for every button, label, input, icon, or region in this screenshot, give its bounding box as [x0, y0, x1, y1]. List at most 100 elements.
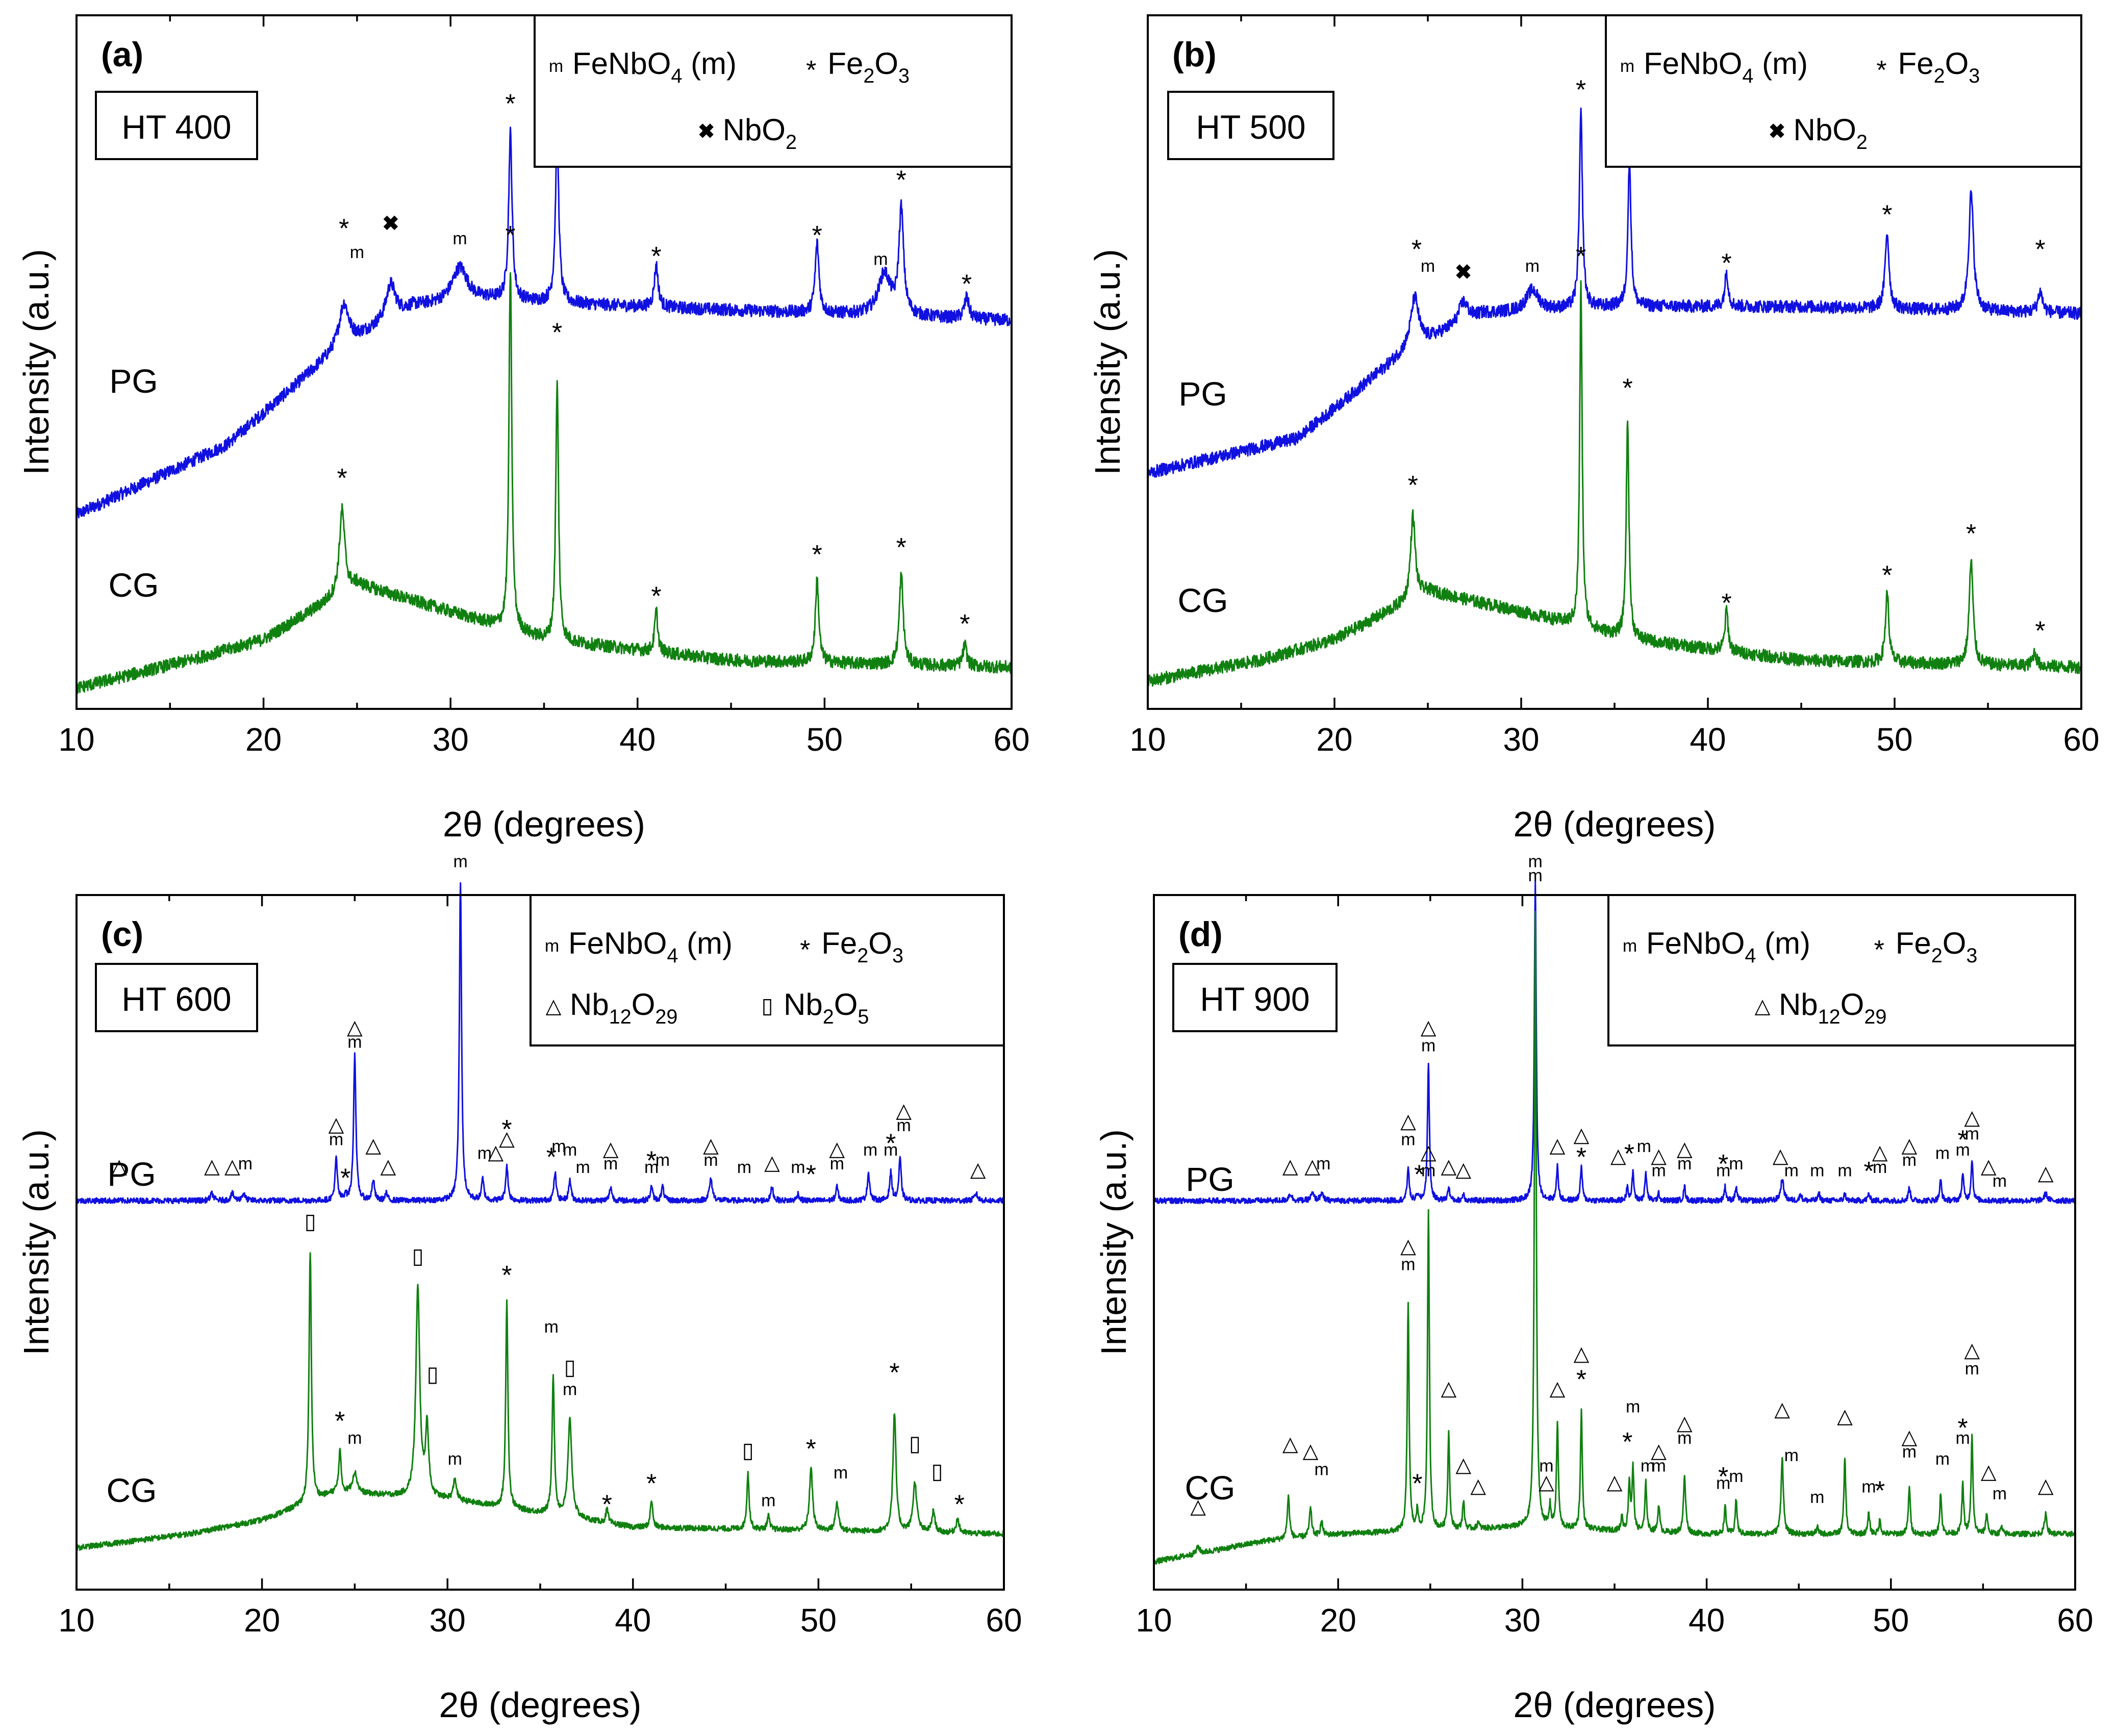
x-tick-label: 10 — [58, 721, 94, 758]
phase-mark-triangle-28: △ — [764, 1152, 780, 1174]
condition-label: HT 900 — [1200, 980, 1309, 1018]
y-axis-label: Intensity (a.u.) — [1094, 1129, 1133, 1356]
phase-mark-triangle-10: △ — [380, 1155, 396, 1178]
legend-marker-NbO2: ✖ — [698, 120, 715, 143]
phase-mark-rect-0: ▯ — [305, 1209, 316, 1233]
phase-mark-star-34: * — [886, 1129, 896, 1158]
phase-mark-star-34: * — [1875, 1476, 1885, 1505]
phase-mark-star-16: * — [889, 1358, 899, 1388]
legend-marker-Nb12O29: △ — [546, 995, 562, 1017]
phase-mark-m-27: m — [1716, 1474, 1730, 1493]
phase-mark-m-9: m — [873, 250, 888, 269]
phase-mark-m-23: m — [1652, 1456, 1666, 1475]
x-tick-label: 60 — [2057, 1602, 2093, 1639]
phase-mark-m-41: m — [1965, 1359, 1979, 1378]
phase-mark-star-10: * — [602, 1490, 612, 1520]
phase-mark-triangle-3: △ — [1400, 1110, 1416, 1132]
phase-mark-cross-2: ✖ — [382, 213, 399, 235]
phase-mark-m-7: m — [1421, 1036, 1435, 1055]
panel-label: (c) — [101, 915, 143, 954]
phase-mark-m-12: m — [1528, 866, 1543, 885]
legend-label-NbO2: NbO2 — [1794, 113, 1868, 154]
phase-mark-star-38: * — [1958, 1414, 1968, 1443]
phase-mark-m-27: m — [737, 1158, 751, 1177]
x-axis: 10 20 30 40 50 60 — [1136, 895, 2094, 1639]
phase-mark-star-28: * — [1863, 1157, 1874, 1186]
phase-mark-m-16: m — [1637, 1137, 1651, 1156]
x-tick-label: 20 — [1316, 721, 1352, 758]
phase-mark-triangle-24: △ — [1677, 1412, 1693, 1435]
phase-mark-m-2: m — [347, 1428, 362, 1448]
phase-mark-m-3: m — [238, 1154, 253, 1173]
legend-symbol-Fe2O3: * — [1874, 935, 1884, 965]
phase-mark-m-35: m — [884, 1140, 898, 1160]
legend-label-Fe2O3: Fe2O3 — [1896, 926, 1978, 967]
legend-marker-FeNbO4: m — [1623, 936, 1637, 956]
phase-mark-triangle-15: △ — [499, 1127, 515, 1150]
phase-mark-star-22: * — [646, 1146, 657, 1176]
phase-marks-cg: △△ △m△m*△m△△△mm△△△*△*mm△m△m*mm△mm△m*△m m*m… — [1190, 866, 2054, 1518]
legend-label-FeNbO4: FeNbO4 (m) — [1644, 46, 1808, 87]
phase-mark-m-11: m — [453, 852, 467, 872]
phase-mark-star-0: * — [339, 214, 349, 244]
phase-mark-triangle-29: △ — [1774, 1398, 1790, 1421]
phase-mark-m-27: m — [1837, 1161, 1852, 1181]
phase-mark-triangle-11: △ — [1470, 1474, 1486, 1497]
phase-mark-star-1: * — [505, 221, 515, 250]
x-axis-label: 2θ (degrees) — [1514, 1685, 1716, 1725]
phase-mark-m-12: m — [477, 1144, 492, 1163]
phase-mark-m-20: m — [1677, 1154, 1692, 1173]
phase-mark-star-11: * — [2035, 235, 2045, 264]
phase-mark-m-18: m — [1652, 1161, 1666, 1181]
phase-mark-triangle-38: △ — [1981, 1155, 1997, 1178]
phase-mark-triangle-13: △ — [488, 1141, 503, 1164]
phase-mark-m-35: m — [1956, 1140, 1970, 1160]
phase-mark-star-30: * — [806, 1160, 816, 1190]
phase-mark-triangle-32: △ — [1837, 1405, 1853, 1427]
condition-box: HT 600 — [95, 963, 258, 1032]
phase-mark-triangle-18: △ — [1607, 1471, 1623, 1494]
phase-mark-star-3: * — [651, 581, 661, 611]
legend-label-FeNbO4: FeNbO4 (m) — [568, 926, 733, 967]
legend-symbol-Nb12O29: △ — [546, 995, 562, 1017]
trace-pg — [75, 882, 1005, 1205]
phase-mark-m-18: m — [563, 1140, 577, 1160]
phase-mark-m-5: m — [448, 1449, 462, 1469]
x-tick-label: 50 — [807, 721, 843, 758]
y-axis-label: Intensity (a.u.) — [1088, 249, 1127, 475]
phase-mark-m-24: m — [656, 1151, 670, 1170]
phase-mark-rect-4: ▯ — [427, 1362, 439, 1386]
phase-mark-m-7: m — [544, 1317, 559, 1337]
phase-mark-star-6: * — [1412, 1469, 1422, 1499]
phase-mark-triangle-44: △ — [2038, 1474, 2054, 1497]
x-tick-label: 20 — [1320, 1602, 1356, 1639]
phase-mark-triangle-25: △ — [703, 1134, 719, 1157]
legend-marker-Fe2O3: * — [1876, 56, 1886, 85]
phase-mark-star-4: * — [1576, 75, 1586, 105]
x-tick-label: 30 — [430, 1602, 466, 1639]
x-tick-label: 30 — [433, 721, 469, 758]
legend-label-Fe2O3: Fe2O3 — [821, 926, 903, 967]
x-tick-label: 40 — [1690, 721, 1726, 758]
phase-mark-triangle-14: △ — [1539, 1471, 1554, 1494]
phase-mark-star-11: * — [646, 1469, 657, 1499]
phase-mark-star-7: * — [651, 242, 661, 271]
phase-mark-triangle-17: △ — [1651, 1144, 1667, 1167]
legend-symbol-Fe2O3: * — [1876, 56, 1886, 85]
phase-mark-star-34: * — [1958, 1126, 1968, 1155]
legend-marker-FeNbO4: m — [545, 936, 559, 956]
phase-mark-m-10: m — [1528, 852, 1543, 872]
phase-mark-triangle-31: △ — [1902, 1134, 1918, 1157]
phase-mark-m-33: m — [1861, 1477, 1876, 1496]
legend-symbol-Fe2O3: * — [800, 935, 810, 965]
phase-mark-triangle-19: △ — [1677, 1138, 1693, 1160]
x-axis: 10 20 30 40 50 60 — [58, 15, 1030, 758]
x-tick-label: 50 — [1876, 721, 1912, 758]
phase-mark-triangle-2: △ — [1303, 1440, 1319, 1462]
phase-mark-triangle-10: △ — [1455, 1453, 1471, 1476]
phase-mark-star-0: * — [1412, 235, 1422, 264]
legend-marker-Fe2O3: * — [800, 935, 810, 965]
phase-mark-triangle-22: △ — [1651, 1440, 1667, 1462]
series-label-cg: CG — [109, 566, 159, 604]
phase-mark-star-16: * — [546, 1143, 557, 1172]
